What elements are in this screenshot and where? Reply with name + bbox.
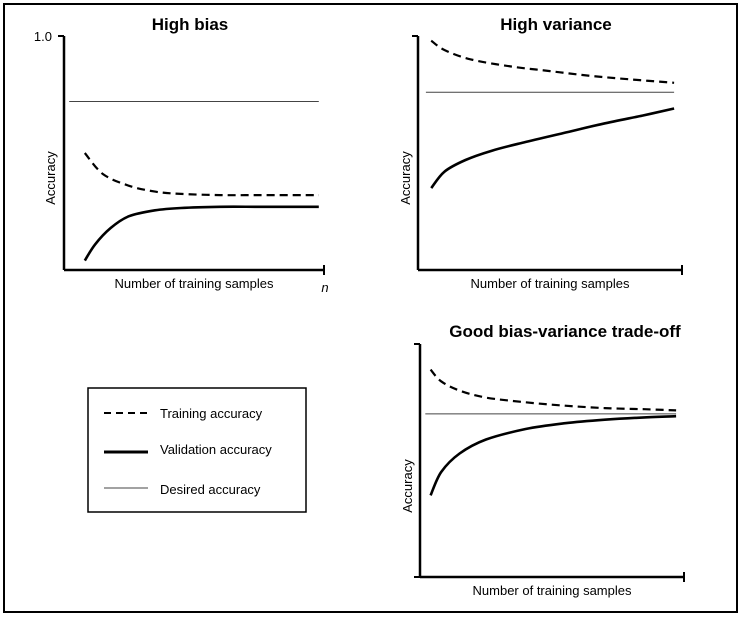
chart-good-tradeoff: Good bias-variance trade-off Number of t…: [400, 322, 685, 598]
training-accuracy-curve: [83, 152, 319, 197]
training-accuracy-curve: [429, 368, 677, 412]
chart-title: High bias: [152, 15, 229, 34]
y-tick-label: 1.0: [34, 29, 52, 44]
y-axis-label: Accuracy: [398, 151, 413, 205]
legend-item-validation: Validation accuracy: [104, 442, 272, 457]
legend-label: Training accuracy: [160, 406, 263, 421]
legend-label: Validation accuracy: [160, 442, 272, 457]
validation-accuracy-curve: [83, 205, 319, 262]
legend-box: [87, 387, 307, 513]
y-axis-label: Accuracy: [400, 459, 415, 513]
y-axis-label: Accuracy: [43, 151, 58, 205]
x-axis-label: Number of training samples: [473, 583, 632, 598]
curves-layer: [69, 39, 677, 496]
legend: Training accuracy Validation accuracy De…: [87, 387, 307, 513]
validation-accuracy-curve: [430, 107, 675, 189]
chart-title: High variance: [500, 15, 612, 34]
legend-item-training: Training accuracy: [104, 406, 263, 421]
x-axis-label: Number of training samples: [115, 276, 274, 291]
chart-high-variance: High variance Number of training samples…: [398, 15, 683, 291]
x-axis-label: Number of training samples: [471, 276, 630, 291]
legend-label: Desired accuracy: [160, 482, 261, 497]
legend-item-desired: Desired accuracy: [104, 482, 261, 497]
training-accuracy-curve: [430, 39, 675, 84]
chart-title: Good bias-variance trade-off: [449, 322, 681, 341]
chart-high-bias: High bias 1.0 n Number of training sampl…: [34, 15, 329, 295]
x-tick-label: n: [321, 280, 328, 295]
validation-accuracy-curve: [429, 414, 677, 496]
